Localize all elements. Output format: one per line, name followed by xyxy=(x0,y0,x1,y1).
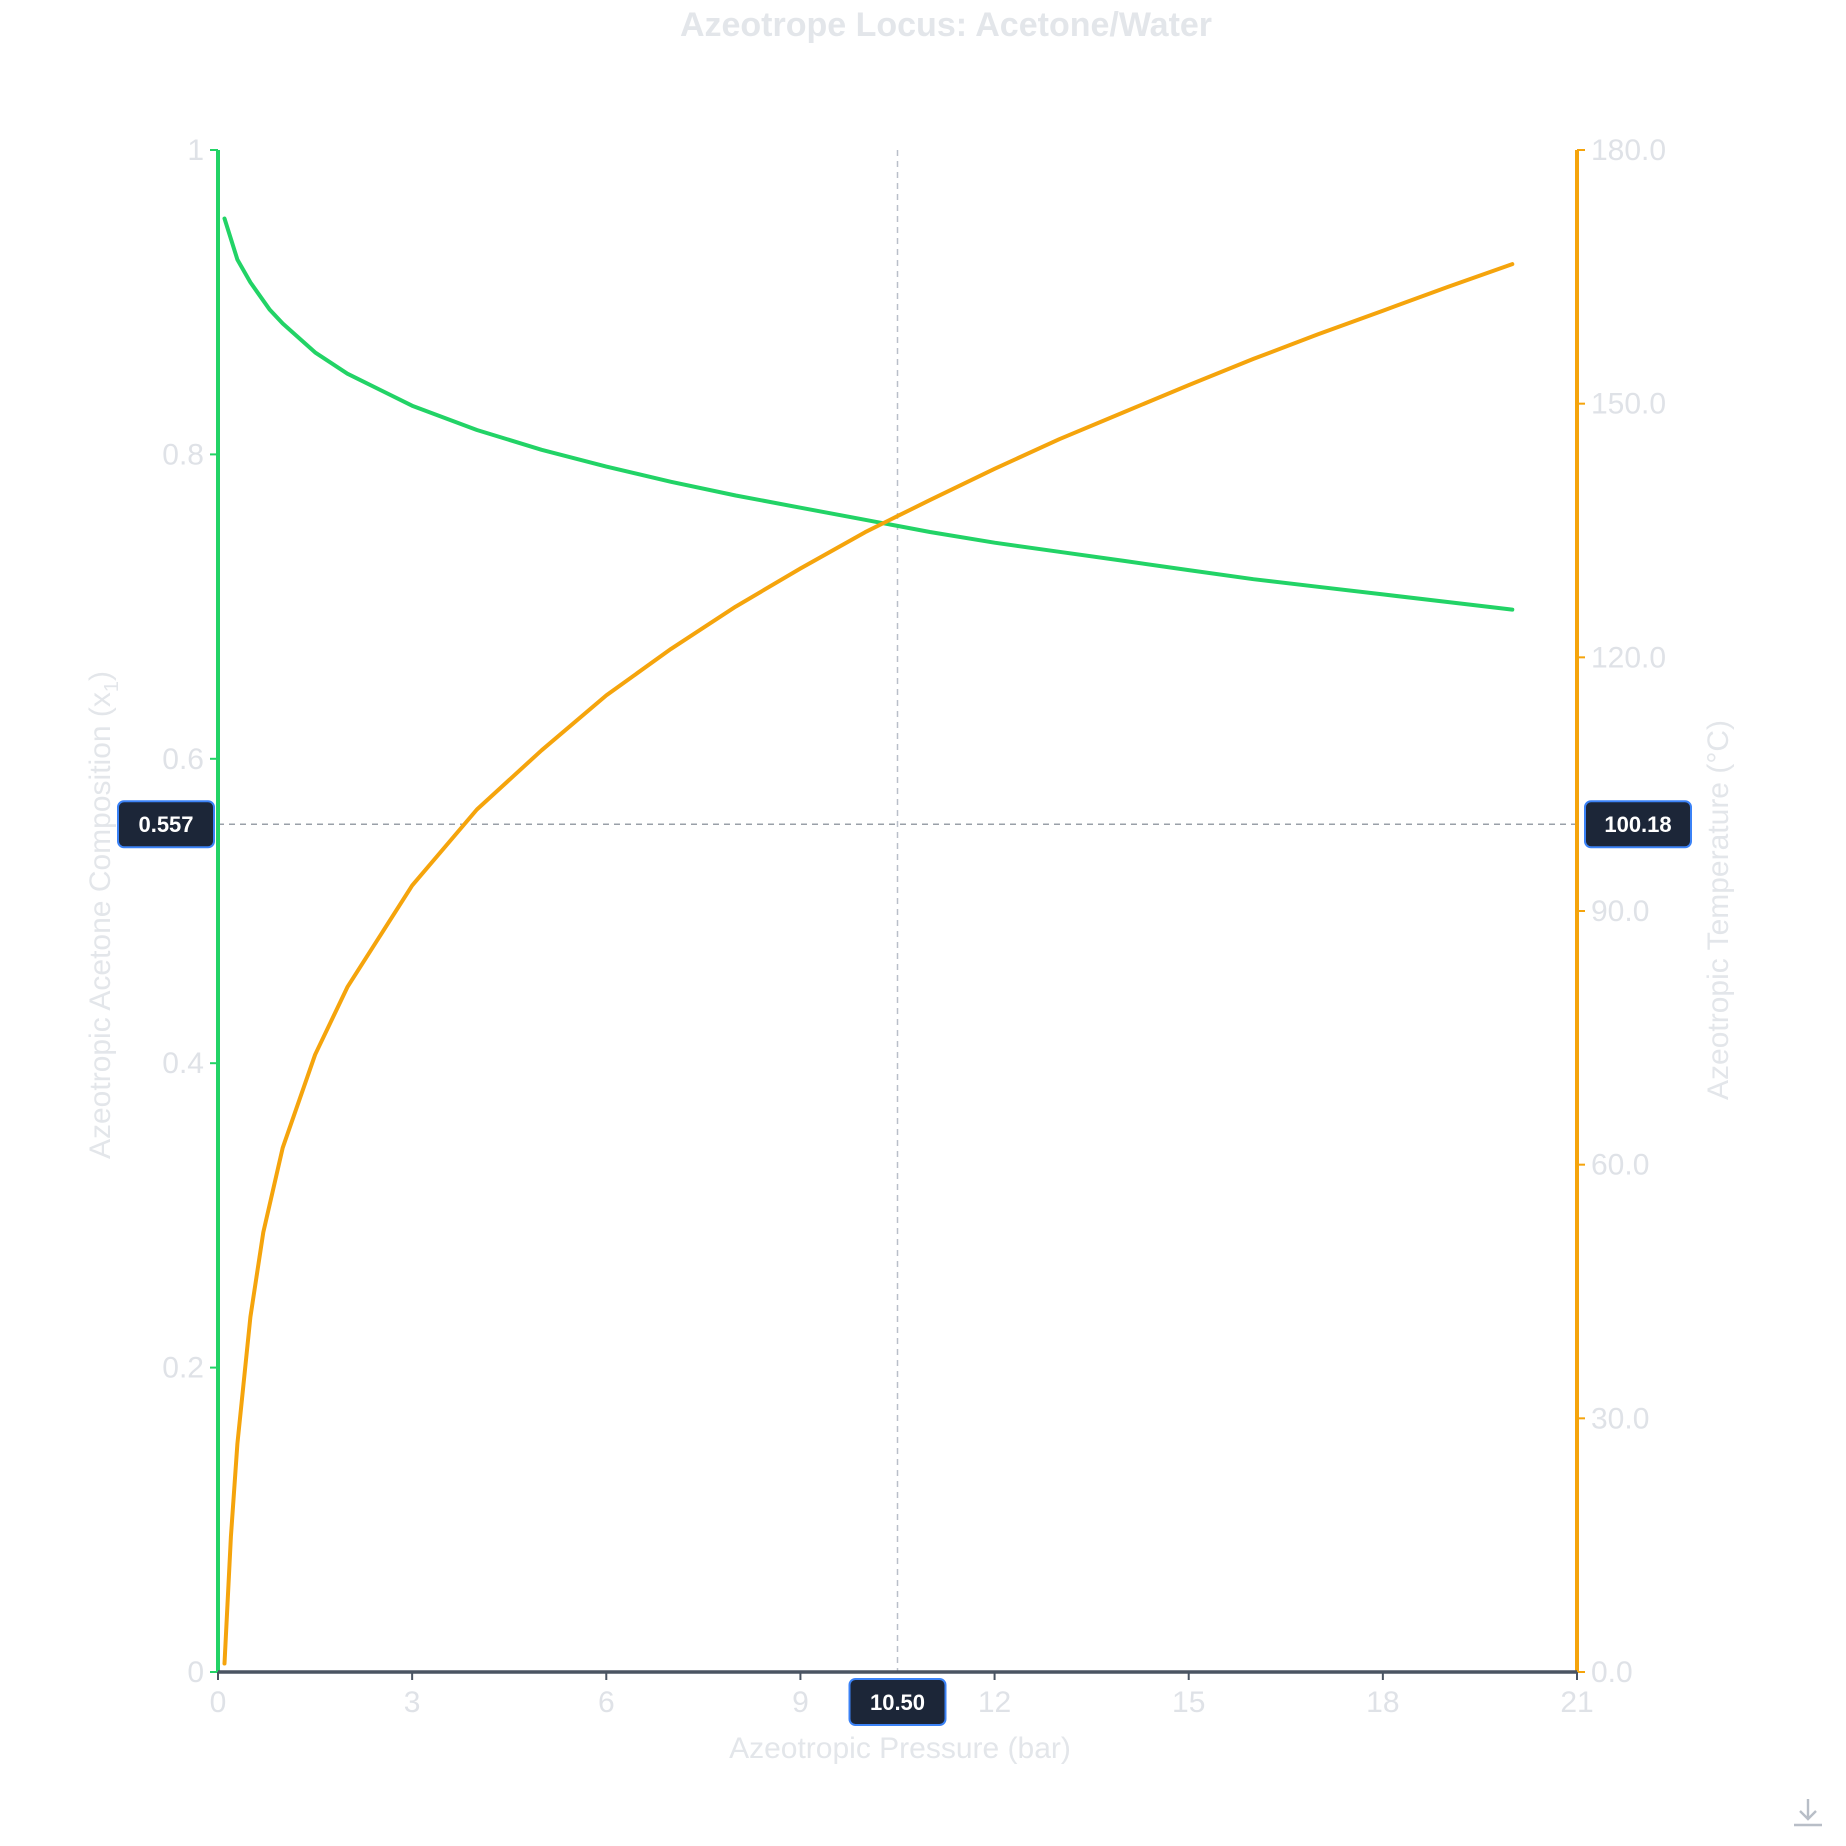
right-tick-label: 120.0 xyxy=(1591,641,1666,674)
right-tick-label: 60.0 xyxy=(1591,1149,1649,1182)
left-tick-label: 0.2 xyxy=(162,1352,204,1385)
x-value-badge-box xyxy=(848,1678,947,1726)
right-tick-label: 90.0 xyxy=(1591,895,1649,928)
y-right-value-badge: 100.18 xyxy=(1584,800,1692,849)
chart-title: Azeotrope Locus: Acetone/Water xyxy=(680,6,1212,44)
right-tick-label: 150.0 xyxy=(1591,388,1666,421)
y-left-value-badge-text: 0.557 xyxy=(138,812,193,837)
y-left-value-badge-box xyxy=(117,800,215,849)
x-tick-label: 15 xyxy=(1172,1686,1205,1719)
right-y-axis-title: Azeotropic Temperature (°C) xyxy=(1702,720,1735,1100)
x-tick-label: 18 xyxy=(1366,1686,1399,1719)
left-tick-label: 1 xyxy=(187,134,204,167)
x-axis-title: Azeotropic Pressure (bar) xyxy=(729,1732,1071,1765)
x-value-badge: 10.50 xyxy=(848,1678,947,1726)
crosshair-badges: 0.557 100.18 10.50 xyxy=(117,800,1692,1726)
x-tick-label: 3 xyxy=(404,1686,421,1719)
left-tick-label: 0.8 xyxy=(162,438,204,471)
left-y-axis-title: Azeotropic Acetone Composition (x1) xyxy=(84,671,123,1159)
left-y-axis-title-main: Azeotropic Acetone Composition (x xyxy=(84,692,117,1159)
series-lines xyxy=(222,216,1515,1666)
left-tick-label: 0.6 xyxy=(162,743,204,776)
left-y-axis-title-sub: 1 xyxy=(101,681,123,692)
x-tick-label: 21 xyxy=(1560,1686,1593,1719)
temperature-series-line xyxy=(222,262,1515,1666)
x-tick-label: 9 xyxy=(792,1686,809,1719)
left-y-axis-title-close: ) xyxy=(84,671,117,681)
right-tick-label: 180.0 xyxy=(1591,134,1666,167)
crosshair xyxy=(218,150,1577,1672)
download-icon[interactable] xyxy=(1790,1795,1826,1831)
x-value-badge-text: 10.50 xyxy=(870,1690,925,1715)
left-y-axis: 0 0.2 0.4 0.6 0.8 1 xyxy=(162,134,220,1689)
left-tick-label: 0 xyxy=(187,1656,204,1689)
y-right-value-badge-box xyxy=(1584,800,1692,849)
x-tick-label: 0 xyxy=(210,1686,227,1719)
x-axis: 0 3 6 9 12 15 18 21 xyxy=(210,1670,1594,1719)
y-left-value-badge: 0.557 xyxy=(117,800,215,849)
right-y-axis: 0.0 30.0 60.0 90.0 120.0 150.0 180.0 xyxy=(1575,134,1666,1689)
composition-series-line xyxy=(222,216,1515,612)
right-tick-label: 30.0 xyxy=(1591,1402,1649,1435)
y-right-value-badge-text: 100.18 xyxy=(1604,812,1671,837)
left-tick-label: 0.4 xyxy=(162,1047,204,1080)
x-tick-label: 12 xyxy=(978,1686,1011,1719)
x-tick-label: 6 xyxy=(598,1686,615,1719)
right-tick-label: 0.0 xyxy=(1591,1656,1633,1689)
